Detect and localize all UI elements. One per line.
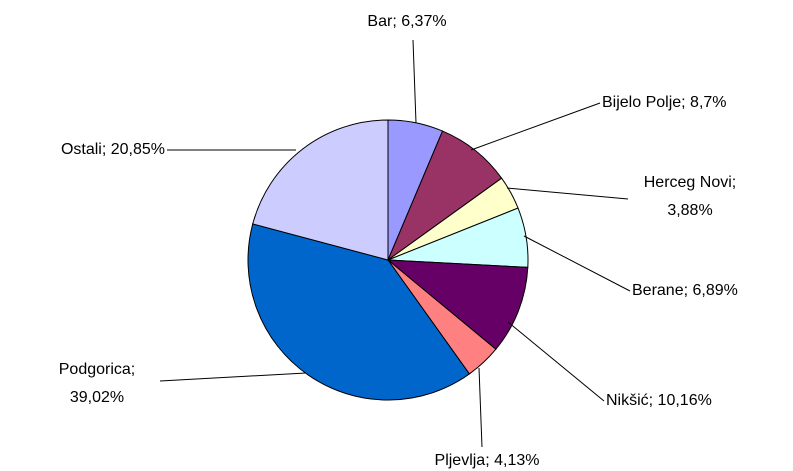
leader-line	[412, 39, 417, 124]
data-label: Herceg Novi; 3,88%	[644, 174, 736, 219]
data-label: Berane; 6,89%	[632, 282, 738, 299]
data-label: Pljevlja; 4,13%	[435, 452, 540, 469]
leader-line	[478, 367, 483, 448]
pie-slice	[252, 119, 389, 261]
label-line: 3,88%	[667, 202, 712, 219]
leader-line	[507, 321, 605, 402]
data-label: Nikšić; 10,16%	[606, 392, 712, 409]
data-label: Bijelo Polje; 8,7%	[602, 94, 727, 111]
leader-line	[523, 235, 631, 292]
leader-line	[506, 187, 629, 200]
pie-slice	[247, 223, 471, 401]
leader-line	[159, 372, 307, 382]
data-label: Ostali; 20,85%	[61, 141, 165, 158]
pie-slice	[386, 259, 529, 350]
leader-line	[470, 102, 601, 151]
label-line: Podgorica;	[59, 361, 136, 378]
data-label: Podgorica; 39,02%	[59, 361, 136, 406]
label-line: 39,02%	[70, 389, 124, 406]
label-line: Herceg Novi;	[644, 174, 736, 191]
data-label: Bar; 6,37%	[367, 13, 446, 30]
